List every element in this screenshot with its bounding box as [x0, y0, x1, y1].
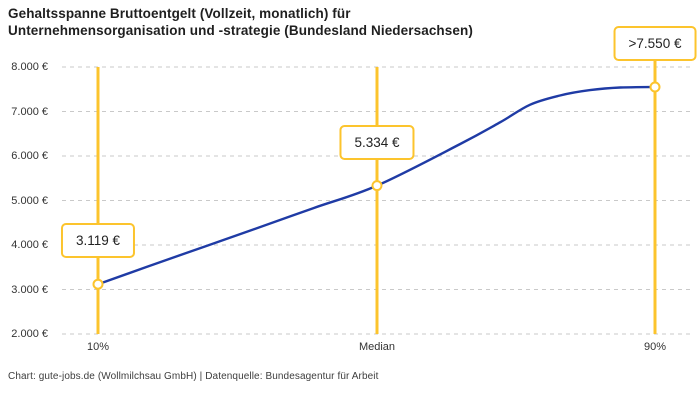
value-annotation: 3.119 €	[60, 223, 136, 259]
data-point-marker	[92, 278, 104, 290]
y-axis-tick-label: 5.000 €	[11, 194, 48, 207]
y-axis-tick-label: 6.000 €	[11, 150, 48, 162]
value-annotation: 5.334 €	[339, 124, 415, 160]
y-axis-tick-label: 2.000 €	[11, 328, 48, 340]
source-attribution: Chart: gute-jobs.de (Wollmilchsau GmbH) …	[8, 371, 379, 382]
value-annotation: >7.550 €	[613, 26, 697, 61]
x-axis-tick-label: 90%	[643, 341, 667, 353]
data-point-marker	[649, 81, 661, 93]
y-axis-tick-label: 4.000 €	[11, 239, 48, 251]
x-axis-tick-label: Median	[358, 341, 396, 353]
salary-curve	[96, 85, 657, 286]
y-axis-tick-label: 7.000 €	[11, 105, 48, 118]
chart-title: Gehaltsspanne Bruttoentgelt (Vollzeit, m…	[8, 6, 473, 38]
y-axis-tick-label: 3.000 €	[11, 283, 48, 296]
y-axis-tick-label: 8.000 €	[11, 61, 48, 73]
x-axis-tick-label: 10%	[86, 341, 110, 353]
data-point-marker	[371, 180, 383, 192]
